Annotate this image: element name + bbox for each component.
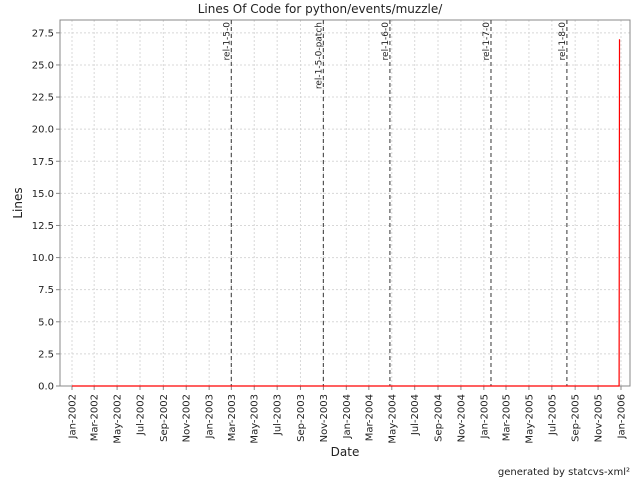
chart-title: Lines Of Code for python/events/muzzle/	[198, 2, 444, 16]
x-tick-label: May-2005	[524, 394, 535, 444]
y-tick-label: 10.0	[32, 253, 54, 264]
series-layer	[72, 39, 621, 387]
grid	[60, 20, 630, 387]
x-tick-label: Mar-2002	[90, 394, 101, 441]
release-marker-label: rel-1-8-0	[558, 22, 568, 61]
release-marker-label: rel-1-5-0	[222, 22, 232, 61]
y-tick-label: 22.5	[32, 93, 54, 104]
x-tick-label: Sep-2002	[159, 394, 170, 442]
x-tick-label: May-2002	[113, 394, 124, 444]
y-tick-label: 25.0	[32, 60, 54, 71]
x-tick-label: Jan-2003	[205, 394, 216, 439]
x-tick-label: Jul-2004	[410, 394, 421, 436]
x-tick-label: Mar-2004	[364, 394, 375, 441]
y-tick-label: 15.0	[32, 189, 54, 200]
x-tick-label: Jan-2006	[617, 394, 628, 439]
generator-credit: generated by statcvs-xml²	[497, 467, 630, 478]
x-tick-label: Jan-2005	[479, 394, 490, 439]
y-tick-label: 2.5	[38, 349, 54, 360]
series-line	[72, 39, 621, 387]
plot-area	[59, 19, 631, 387]
x-tick-label: Sep-2004	[434, 394, 445, 442]
x-tick-label: Jul-2005	[547, 394, 558, 436]
x-tick-label: Nov-2002	[182, 394, 193, 442]
x-tick-label: Nov-2004	[456, 394, 467, 442]
y-tick-label: 17.5	[32, 157, 54, 168]
y-tick-label: 20.0	[32, 125, 54, 136]
release-markers: rel-1-5-0 rel-1-5-0-patch rel-1-6-0 rel-1-7…	[222, 20, 568, 386]
x-tick-label: Nov-2003	[319, 394, 330, 442]
x-tick-label: Jul-2003	[273, 394, 284, 436]
x-tick-label: May-2003	[250, 394, 261, 444]
x-tick-label: Nov-2005	[594, 394, 605, 442]
y-tick-label: 5.0	[38, 317, 54, 328]
y-tick-label: 12.5	[32, 221, 54, 232]
x-axis-label: Date	[331, 445, 360, 459]
x-tick-label: Sep-2005	[571, 394, 582, 442]
y-tick-label: 0.0	[38, 382, 54, 393]
y-tick-label: 27.5	[32, 28, 54, 39]
y-axis: 0.0 2.5 5.0 7.5 10.0 12.5 15.0 17.5 20.0 22.5 25.0…	[32, 28, 60, 393]
x-tick-label: Jan-2002	[68, 394, 79, 439]
x-tick-label: Mar-2003	[227, 394, 238, 441]
x-tick-label: May-2004	[387, 394, 398, 444]
release-marker-label: rel-1-6-0	[381, 22, 391, 61]
x-tick-label: Jan-2004	[342, 394, 353, 439]
release-marker-label: rel-1-7-0	[482, 22, 492, 61]
release-marker-label: rel-1-5-0-patch	[314, 22, 324, 89]
x-tick-label: Jul-2002	[136, 394, 147, 436]
x-axis: Jan-2002 Mar-2002 May-2002 Jul-2002 Sep-2002…	[68, 386, 628, 444]
x-tick-label: Mar-2005	[502, 394, 513, 441]
y-tick-label: 7.5	[38, 285, 54, 296]
x-tick-label: Sep-2003	[296, 394, 307, 442]
y-axis-label: Lines	[11, 187, 25, 218]
